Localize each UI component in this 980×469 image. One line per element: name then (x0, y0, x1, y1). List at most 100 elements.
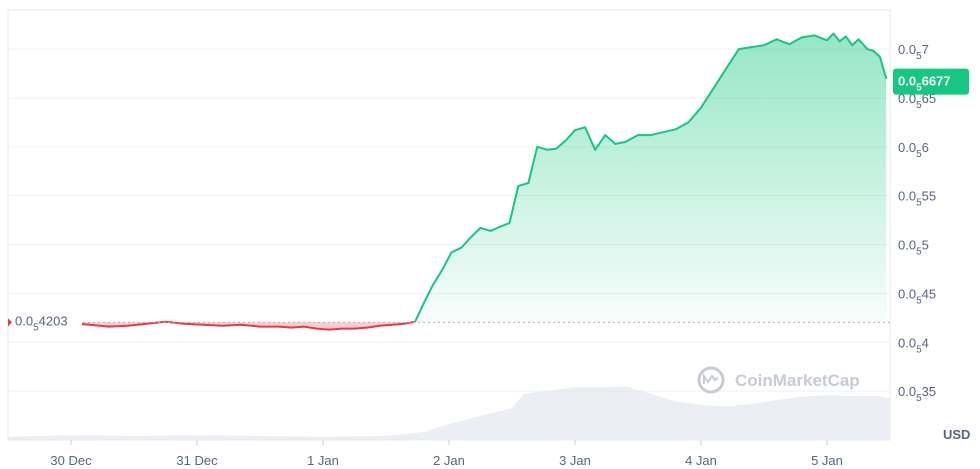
reference-marker-icon (8, 318, 12, 327)
price-point (404, 322, 406, 325)
price-point (845, 35, 847, 38)
price-point (826, 39, 828, 42)
price-point (423, 302, 425, 305)
price-point (555, 148, 557, 150)
price-point (441, 268, 444, 270)
price-point (604, 134, 606, 136)
price-point (378, 324, 381, 327)
price-point (565, 139, 567, 141)
volume-area (8, 386, 890, 440)
price-point (315, 327, 318, 330)
y-tick-label: 0.057 (898, 42, 929, 62)
price-point (624, 141, 627, 143)
price-point (872, 50, 875, 52)
price-point (536, 146, 538, 148)
price-line (76, 32, 888, 331)
price-point (353, 327, 356, 330)
price-point (303, 325, 305, 328)
price-point (832, 32, 835, 35)
price-point (574, 129, 576, 131)
price-point (202, 323, 205, 326)
price-point (687, 121, 690, 124)
price-point (763, 44, 765, 46)
current-price-label: 0.056677 (898, 74, 951, 94)
price-point (366, 326, 368, 329)
x-tick-label: 2 Jan (433, 453, 465, 468)
price-point (885, 77, 887, 80)
price-point (750, 46, 753, 48)
price-point (479, 227, 482, 229)
y-tick-label: 0.0545 (898, 286, 936, 306)
price-point (738, 48, 740, 50)
price-point (813, 34, 816, 37)
price-point (278, 325, 280, 328)
price-point (700, 106, 702, 109)
price-point (89, 323, 91, 326)
price-point (391, 323, 394, 326)
price-point (712, 87, 715, 89)
reference-line: 0.054203 (8, 311, 890, 333)
x-axis: 30 Dec 31 Dec 1 Jan 2 Jan 3 Jan 4 Jan 5 Jan (50, 440, 843, 468)
price-point (259, 325, 261, 328)
price-point (838, 40, 841, 43)
price-point (775, 38, 778, 41)
price-point (662, 131, 664, 133)
price-point (788, 43, 790, 45)
price-point (851, 44, 853, 46)
price-point (108, 325, 110, 328)
reference-label-bg (12, 311, 82, 330)
price-point (164, 321, 167, 323)
coinmarketcap-logo-icon (697, 366, 725, 394)
watermark-text: CoinMarketCap (735, 371, 860, 390)
price-point (879, 56, 881, 58)
price-point (431, 284, 434, 287)
price-point (527, 182, 530, 184)
price-fill (77, 33, 887, 330)
y-tick-label: 0.0565 (898, 91, 936, 111)
price-point (614, 143, 617, 145)
price-point (801, 36, 803, 39)
price-point (594, 149, 596, 151)
y-tick-label: 0.0535 (898, 384, 936, 404)
currency-label: USD (943, 427, 970, 442)
price-point (637, 134, 639, 136)
price-point (469, 236, 472, 239)
price-point (460, 246, 463, 249)
price-point (450, 251, 453, 254)
price-point (126, 324, 129, 327)
up-line (414, 32, 888, 323)
up-fill (414, 33, 887, 323)
price-point (328, 328, 331, 331)
x-tick-label: 3 Jan (559, 453, 591, 468)
current-price-badge: 0.056677 (893, 68, 969, 95)
reference-value-label: 0.054203 (15, 313, 68, 333)
y-axis: 0.057 0.0565 0.056 0.0555 0.055 0.0545 0.054 0.… (898, 42, 936, 404)
x-tick-label: 31 Dec (176, 453, 218, 468)
x-tick-label: 5 Jan (811, 453, 843, 468)
x-tick-label: 1 Jan (307, 453, 339, 468)
price-point (498, 226, 501, 228)
volume-shape (8, 386, 890, 440)
price-point (290, 326, 293, 329)
price-point (584, 126, 586, 129)
y-tick-label: 0.054 (898, 335, 929, 355)
watermark: CoinMarketCap (697, 366, 860, 394)
down-fill (77, 321, 416, 330)
x-tick-label: 4 Jan (685, 453, 717, 468)
price-point (725, 67, 727, 70)
price-point (489, 230, 492, 232)
y-tick-label: 0.0555 (898, 189, 936, 209)
price-point (341, 327, 343, 330)
price-point (240, 323, 242, 326)
current-price-badge-bg (893, 68, 969, 95)
price-point (145, 322, 148, 325)
price-point (517, 185, 520, 187)
price-point (649, 134, 652, 136)
x-tick-label: 30 Dec (50, 453, 92, 468)
price-point (221, 324, 223, 327)
price-point (546, 149, 549, 151)
y-tick-label: 0.056 (898, 140, 929, 160)
price-point (675, 128, 677, 130)
price-point (183, 322, 186, 325)
